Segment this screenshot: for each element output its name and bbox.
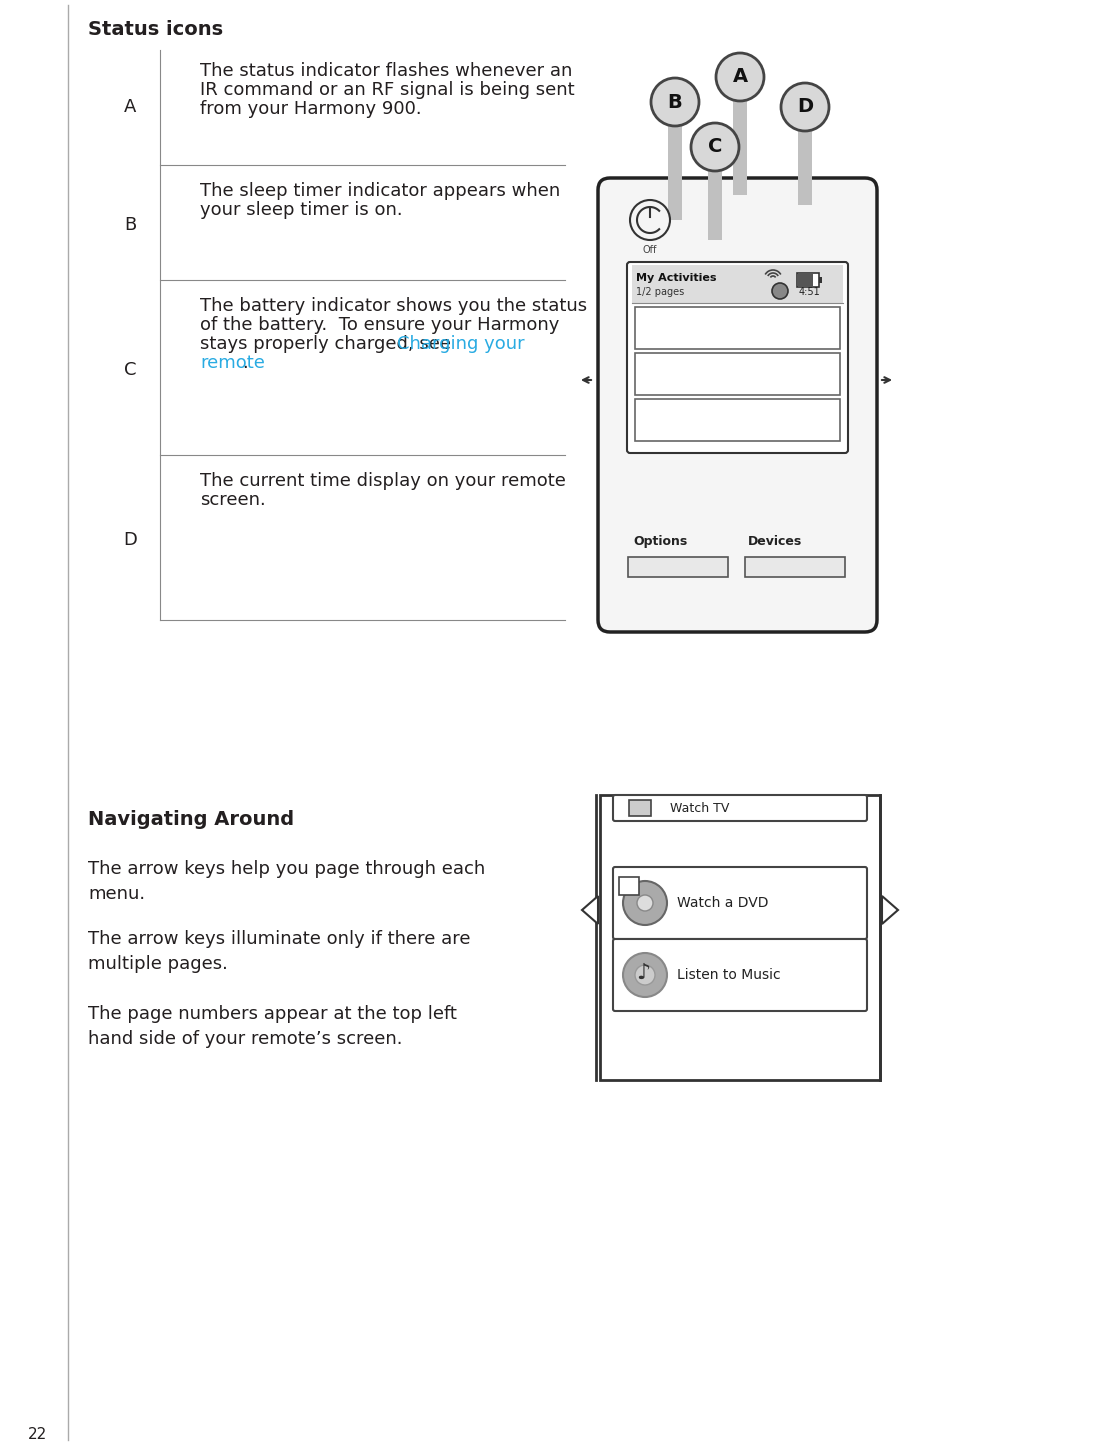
Text: The sleep timer indicator appears when: The sleep timer indicator appears when [199, 182, 560, 200]
Bar [745, 557, 845, 577]
Text: C: C [123, 360, 137, 379]
Text: Listen to Music: Listen to Music [677, 968, 780, 983]
Text: The arrow keys illuminate only if there are
multiple pages.: The arrow keys illuminate only if there … [88, 930, 471, 972]
FancyBboxPatch shape [613, 939, 867, 1011]
Bar [798, 107, 812, 205]
Text: 1/2 pages: 1/2 pages [636, 287, 684, 297]
Circle shape [691, 123, 739, 171]
Text: A: A [733, 68, 747, 87]
FancyBboxPatch shape [598, 178, 877, 632]
Text: .: . [242, 355, 248, 372]
Circle shape [781, 82, 829, 132]
Text: B: B [123, 216, 137, 234]
Circle shape [637, 896, 653, 912]
Text: The status indicator flashes whenever an: The status indicator flashes whenever an [199, 62, 572, 80]
Text: 4:51: 4:51 [799, 287, 821, 297]
Circle shape [630, 200, 670, 240]
Bar [599, 794, 880, 1079]
FancyBboxPatch shape [613, 867, 867, 939]
Circle shape [623, 954, 667, 997]
Text: Status icons: Status icons [88, 20, 223, 39]
Text: screen.: screen. [199, 491, 266, 509]
Text: Options: Options [633, 535, 688, 548]
FancyBboxPatch shape [627, 262, 849, 453]
Bar [668, 101, 682, 220]
Text: from your Harmony 900.: from your Harmony 900. [199, 100, 422, 119]
FancyBboxPatch shape [613, 794, 867, 820]
Text: B: B [668, 93, 682, 111]
Circle shape [635, 965, 655, 985]
Text: your sleep timer is on.: your sleep timer is on. [199, 201, 402, 218]
Text: The current time display on your remote: The current time display on your remote [199, 472, 565, 491]
Text: of the battery.  To ensure your Harmony: of the battery. To ensure your Harmony [199, 315, 560, 334]
Bar [635, 307, 840, 349]
Text: ♪: ♪ [636, 964, 650, 983]
Bar [635, 353, 840, 395]
Circle shape [651, 78, 699, 126]
Text: C: C [707, 137, 722, 156]
Polygon shape [882, 896, 898, 925]
Text: My Activities: My Activities [636, 273, 716, 284]
Bar [633, 265, 843, 302]
Text: Charging your: Charging your [398, 336, 525, 353]
Bar [628, 557, 728, 577]
Text: IR command or an RF signal is being sent: IR command or an RF signal is being sent [199, 81, 574, 98]
Bar [629, 800, 651, 816]
Text: D: D [123, 531, 137, 548]
Polygon shape [582, 896, 598, 925]
Text: Navigating Around: Navigating Around [88, 810, 294, 829]
Text: remote: remote [199, 355, 264, 372]
Circle shape [623, 881, 667, 925]
Text: 22: 22 [28, 1427, 47, 1443]
Circle shape [716, 54, 764, 101]
Text: The page numbers appear at the top left
hand side of your remote’s screen.: The page numbers appear at the top left … [88, 1006, 457, 1048]
Text: Watch a DVD: Watch a DVD [677, 896, 768, 910]
Bar [707, 148, 722, 240]
Circle shape [773, 284, 788, 300]
Bar [797, 273, 819, 287]
Text: Watch TV: Watch TV [670, 802, 730, 815]
Bar [819, 278, 822, 282]
Bar [733, 77, 747, 195]
Text: The battery indicator shows you the status: The battery indicator shows you the stat… [199, 297, 587, 315]
Text: Devices: Devices [748, 535, 802, 548]
Text: stays properly charged, see: stays properly charged, see [199, 336, 456, 353]
Text: Off: Off [642, 245, 657, 255]
Text: The arrow keys help you page through each
menu.: The arrow keys help you page through eac… [88, 860, 485, 903]
Bar [619, 877, 639, 896]
Bar [798, 273, 813, 287]
Text: D: D [797, 97, 813, 117]
Text: A: A [123, 98, 137, 117]
Bar [635, 399, 840, 441]
